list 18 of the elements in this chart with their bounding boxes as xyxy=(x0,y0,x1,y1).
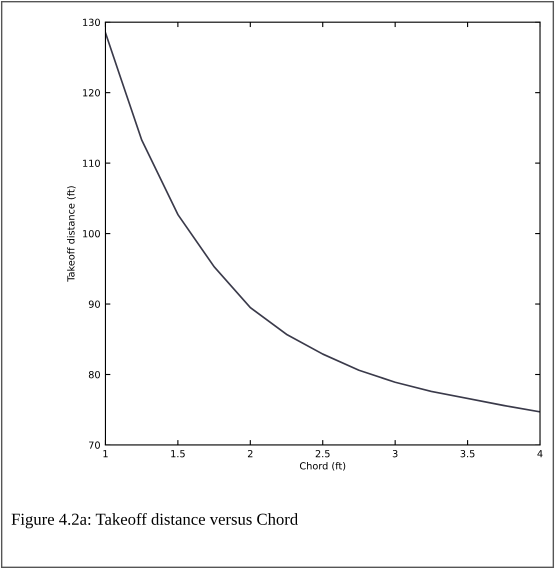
x-tick-label: 2.5 xyxy=(316,450,330,458)
y-tick-label: 110 xyxy=(83,160,100,167)
y-tick-label: 120 xyxy=(83,89,100,96)
x-tick-label: 4 xyxy=(537,450,543,458)
x-tick-label: 1.5 xyxy=(171,450,185,458)
x-tick-label: 3.5 xyxy=(460,450,474,458)
y-axis-title: Takeoff distance (ft) xyxy=(67,186,76,282)
y-tick-label: 70 xyxy=(89,441,100,449)
caption: Figure 4.2a: Takeoff distance versus Chord xyxy=(12,512,298,528)
y-tick-label: 80 xyxy=(88,370,100,378)
x-axis-title: Chord (ft) xyxy=(300,462,346,471)
y-tick-label: 90 xyxy=(88,300,100,308)
x-tick-label: 3 xyxy=(392,450,398,458)
x-tick-label: 2 xyxy=(248,450,252,458)
y-tick-label: 130 xyxy=(83,18,100,26)
line-series xyxy=(105,32,540,413)
y-tick-label: 100 xyxy=(83,230,100,238)
x-tick-label: 1 xyxy=(103,450,108,458)
